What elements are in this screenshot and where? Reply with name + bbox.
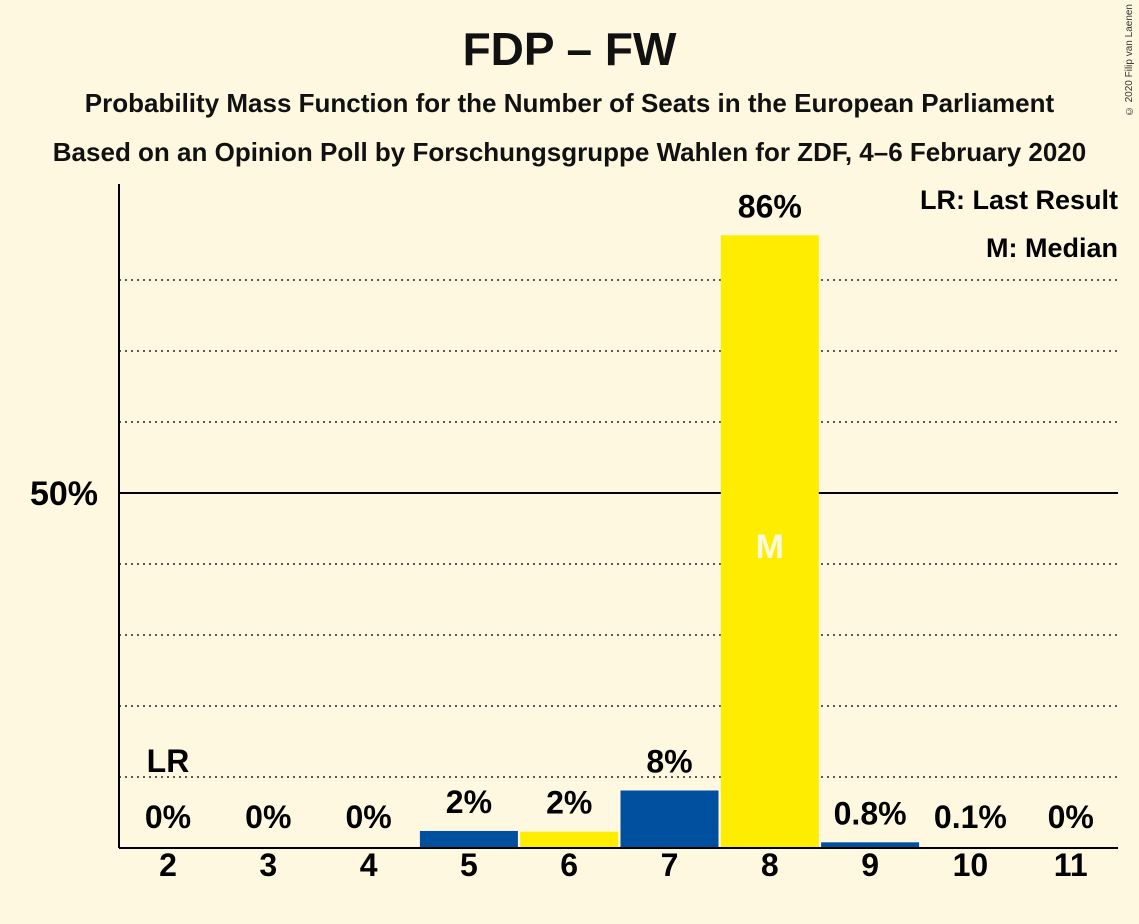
bar-6 (520, 831, 619, 848)
median-marker: M (756, 528, 784, 566)
x-tick-label-10: 10 (953, 847, 989, 883)
legend-median: M: Median (986, 233, 1118, 263)
x-tick-label-9: 9 (861, 847, 879, 883)
chart-title: FDP – FW (462, 23, 677, 75)
x-tick-label-5: 5 (460, 847, 478, 883)
value-label-5: 2% (446, 784, 492, 820)
bar-9 (821, 842, 920, 848)
x-tick-label-6: 6 (560, 847, 578, 883)
gridlines (119, 279, 1118, 778)
chart-subtitle: Probability Mass Function for the Number… (84, 88, 1055, 118)
bar-7 (620, 790, 719, 848)
value-label-11: 0% (1048, 799, 1094, 835)
chart-subtitle-2: Based on an Opinion Poll by Forschungsgr… (52, 137, 1087, 167)
bar-5 (419, 830, 518, 848)
value-label-6: 2% (546, 785, 592, 821)
x-tick-label-3: 3 (259, 847, 277, 883)
bars (419, 235, 1020, 848)
y-tick-label-50: 50% (30, 475, 98, 513)
x-tick-label-4: 4 (360, 847, 378, 883)
x-tick-label-7: 7 (661, 847, 679, 883)
value-label-8: 86% (738, 188, 802, 224)
value-label-4: 0% (345, 799, 391, 835)
labels: 50% 2 0% LR 3 0% 4 0% 5 2% 6 2% 7 8% 8 86% M 9 0.8% 10 0.1% 1… (30, 188, 1094, 883)
x-tick-label-2: 2 (159, 847, 177, 883)
axes (118, 184, 1118, 849)
last-result-marker: LR (147, 743, 190, 779)
value-label-3: 0% (245, 799, 291, 835)
value-label-2: 0% (145, 799, 191, 835)
value-label-9: 0.8% (834, 795, 907, 831)
value-label-10: 0.1% (934, 799, 1007, 835)
x-tick-label-11: 11 (1054, 847, 1088, 883)
bar-8 (720, 235, 819, 848)
value-label-7: 8% (646, 743, 692, 779)
x-tick-label-8: 8 (761, 847, 779, 883)
legend-last-result: LR: Last Result (920, 185, 1118, 215)
